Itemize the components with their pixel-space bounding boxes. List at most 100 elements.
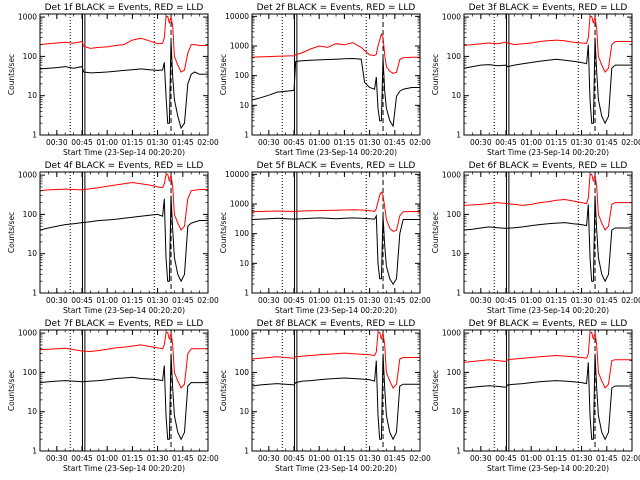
y-tick-label: 100 <box>235 71 250 80</box>
series-line-events <box>40 40 208 130</box>
y-axis-label: Counts/sec <box>7 54 16 95</box>
x-axis-label: Start Time (23-Sep-14 00:20:20) <box>275 306 397 315</box>
x-axis-label: Start Time (23-Sep-14 00:20:20) <box>487 306 609 315</box>
x-tick-label: 01:45 <box>172 296 194 305</box>
x-tick-label: 01:45 <box>596 138 618 147</box>
plot-frame <box>251 329 421 452</box>
x-tick-label: 01:15 <box>122 296 144 305</box>
x-tick-label: 01:15 <box>334 454 356 463</box>
x-axis-label: Start Time (23-Sep-14 00:20:20) <box>63 306 185 315</box>
y-tick-label: 100 <box>23 210 38 219</box>
plot-area <box>464 14 632 135</box>
series-line-lld <box>464 173 632 231</box>
y-axis-label: Counts/sec <box>7 212 16 253</box>
series-line-events <box>464 353 632 441</box>
plot-area <box>252 14 420 135</box>
x-tick-label: 02:00 <box>621 138 640 147</box>
series-line-lld <box>40 15 208 73</box>
x-tick-label: 01:30 <box>571 138 593 147</box>
plot-area <box>252 330 420 451</box>
x-tick-label: 00:30 <box>46 138 68 147</box>
plot-area <box>40 14 208 135</box>
series-line-events <box>252 213 420 286</box>
plot-frame <box>39 171 209 294</box>
y-tick-label: 10000 <box>225 170 249 179</box>
plot-frame <box>251 171 421 294</box>
x-tick-label: 00:30 <box>470 454 492 463</box>
plot-frame <box>463 329 633 452</box>
x-tick-label: 01:15 <box>122 138 144 147</box>
y-tick-label: 1 <box>456 131 461 140</box>
series-line-lld <box>252 32 420 74</box>
plot-area <box>40 172 208 293</box>
y-tick-label: 100 <box>447 210 462 219</box>
x-tick-label: 01:30 <box>359 454 381 463</box>
x-tick-label: 01:15 <box>334 138 356 147</box>
y-tick-label: 10 <box>451 407 461 416</box>
y-tick-label: 1000 <box>18 171 37 180</box>
panel-title: Det 5f BLACK = Events, RED = LLD <box>257 161 416 171</box>
y-tick-label: 100 <box>235 368 250 377</box>
panel-det-9: 1 10 100 1000 00:30 00:45 01:00 01:15 01:30 01:45… <box>431 319 640 473</box>
x-tick-label: 02:00 <box>197 296 219 305</box>
x-tick-label: 01:30 <box>571 296 593 305</box>
x-axis-label: Start Time (23-Sep-14 00:20:20) <box>63 464 185 473</box>
y-tick-label: 100 <box>23 52 38 61</box>
y-tick-label: 1000 <box>230 329 249 338</box>
x-tick-label: 01:30 <box>147 454 169 463</box>
x-tick-label: 00:45 <box>283 138 305 147</box>
y-tick-label: 1000 <box>442 13 461 22</box>
x-tick-label: 01:45 <box>596 296 618 305</box>
x-tick-label: 02:00 <box>197 454 219 463</box>
x-tick-label: 01:00 <box>96 296 118 305</box>
x-tick-label: 01:45 <box>596 454 618 463</box>
y-tick-label: 10 <box>27 91 37 100</box>
panel-det-8: 1 10 100 1000 00:30 00:45 01:00 01:15 01:30 01:45… <box>219 319 431 473</box>
plot-frame <box>39 13 209 136</box>
x-tick-label: 01:45 <box>384 138 406 147</box>
y-tick-label: 1 <box>244 131 249 140</box>
y-axis-label: Counts/sec <box>7 370 16 411</box>
y-tick-label: 1000 <box>230 42 249 51</box>
x-tick-label: 01:15 <box>546 138 568 147</box>
x-tick-label: 00:45 <box>71 454 93 463</box>
x-tick-label: 01:30 <box>359 296 381 305</box>
plot-area <box>464 172 632 293</box>
x-tick-label: 02:00 <box>197 138 219 147</box>
plot-area <box>40 330 208 451</box>
y-tick-label: 1000 <box>230 200 249 209</box>
x-axis-label: Start Time (23-Sep-14 00:20:20) <box>275 464 397 473</box>
y-tick-label: 1 <box>456 447 461 456</box>
y-tick-label: 10 <box>451 249 461 258</box>
y-tick-label: 100 <box>23 368 38 377</box>
panel-title: Det 1f BLACK = Events, RED = LLD <box>45 3 204 13</box>
x-tick-label: 01:45 <box>172 454 194 463</box>
x-axis-label: Start Time (23-Sep-14 00:20:20) <box>275 148 397 157</box>
x-tick-label: 01:30 <box>359 138 381 147</box>
x-tick-label: 00:30 <box>46 454 68 463</box>
x-axis-label: Start Time (23-Sep-14 00:20:20) <box>63 148 185 157</box>
y-tick-label: 1000 <box>442 171 461 180</box>
y-tick-label: 10 <box>27 407 37 416</box>
x-tick-label: 01:00 <box>520 138 542 147</box>
y-tick-label: 10 <box>239 101 249 110</box>
series-line-events <box>464 195 632 283</box>
y-tick-label: 1 <box>244 289 249 298</box>
x-tick-label: 01:00 <box>308 138 330 147</box>
x-tick-label: 00:45 <box>495 454 517 463</box>
x-tick-label: 02:00 <box>409 138 431 147</box>
series-line-lld <box>252 191 420 232</box>
x-tick-label: 01:00 <box>308 296 330 305</box>
plot-area <box>252 172 420 293</box>
y-tick-label: 10 <box>451 91 461 100</box>
x-tick-label: 01:15 <box>334 296 356 305</box>
x-tick-label: 01:30 <box>147 296 169 305</box>
panel-det-5: 1 10 100 1000 10000 00:30 00:45 01:00 01:15 01:30… <box>219 161 431 315</box>
y-axis-label: Counts/sec <box>431 54 440 95</box>
x-tick-label: 01:45 <box>384 454 406 463</box>
x-tick-label: 01:30 <box>147 138 169 147</box>
series-line-events <box>464 37 632 125</box>
y-tick-label: 10 <box>239 407 249 416</box>
x-tick-label: 01:45 <box>172 138 194 147</box>
y-tick-label: 100 <box>447 52 462 61</box>
